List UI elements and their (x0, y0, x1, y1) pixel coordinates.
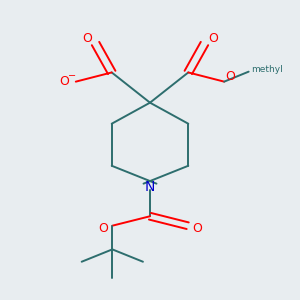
Text: O: O (82, 32, 92, 45)
Text: O: O (192, 222, 202, 235)
Text: N: N (145, 180, 155, 194)
Text: O: O (60, 75, 70, 88)
Text: −: − (68, 71, 76, 81)
Text: O: O (225, 70, 235, 83)
Text: methyl: methyl (252, 64, 283, 74)
Text: O: O (208, 32, 218, 45)
Text: O: O (98, 222, 108, 235)
